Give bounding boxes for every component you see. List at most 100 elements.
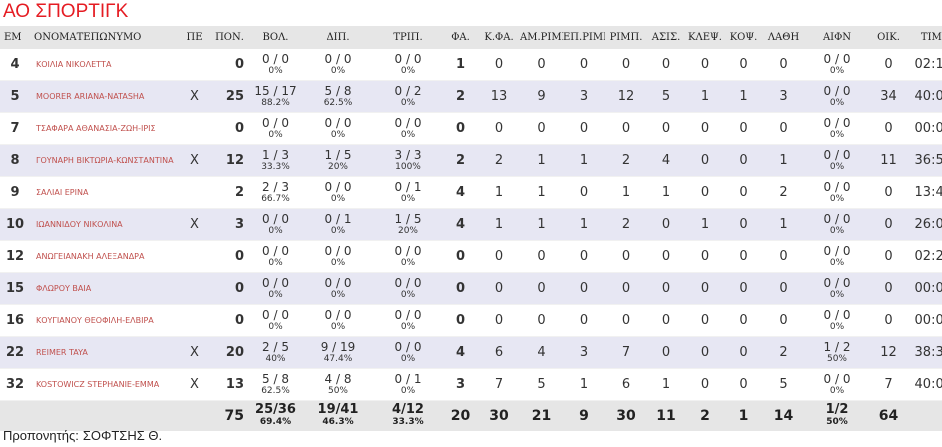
oik-value: 34: [869, 80, 908, 113]
col-header-points: ΠΟΝ.: [211, 26, 248, 49]
time-played: 40:00: [908, 80, 942, 113]
player-points: 20: [211, 336, 248, 369]
two-pointers: 4 / 8 50%: [303, 368, 373, 401]
ep-rimp-value: 1: [563, 368, 605, 401]
player-name: ΙΩΑΝΝΙΔΟΥ ΝΙΚΟΛΙΝΑ: [30, 208, 178, 241]
rimp-value: 0: [605, 240, 647, 273]
col-header-ftx: ΑΙΦΝ: [805, 26, 869, 49]
total-lathi: 14: [762, 400, 805, 431]
player-number: 12: [0, 240, 30, 273]
total-kfa: 30: [478, 400, 520, 431]
field-goals: 0 / 0 0%: [248, 272, 303, 305]
lathi-value: 0: [762, 304, 805, 337]
fa-value: 4: [443, 336, 478, 369]
two-pointers: 0 / 0 0%: [303, 240, 373, 273]
player-name: ΣΑΛΙΑΙ ΕΡΙΝΑ: [30, 176, 178, 209]
col-header-turnovers: ΛΑΘΗ: [762, 26, 805, 49]
rimp-value: 2: [605, 208, 647, 241]
aifn-value: 0 / 0 0%: [805, 176, 869, 209]
total-field-goals: 25/36 69.4%: [248, 400, 303, 431]
asis-value: 0: [647, 304, 685, 337]
player-name: MOORER ARIANA-NATASHA: [30, 80, 178, 113]
player-number: 5: [0, 80, 30, 113]
player-points: 0: [211, 304, 248, 337]
klep-value: 0: [685, 112, 725, 145]
ep-rimp-value: 0: [563, 272, 605, 305]
asis-value: 0: [647, 112, 685, 145]
three-pointers: 0 / 0 0%: [373, 49, 443, 81]
ep-rimp-value: 3: [563, 336, 605, 369]
three-pointers: 0 / 0 0%: [373, 304, 443, 337]
player-name: REIMER TAYA: [30, 336, 178, 369]
player-points: 0: [211, 49, 248, 81]
am-rimp-value: 4: [520, 336, 563, 369]
oik-value: 0: [869, 208, 908, 241]
rimp-value: 0: [605, 304, 647, 337]
kop-value: 0: [725, 144, 762, 177]
player-name: ΚΟΥΓΙΑΝΟΥ ΘΕΟΦΙΛΗ-ΕΛΒΙΡΑ: [30, 304, 178, 337]
oik-value: 12: [869, 336, 908, 369]
total-two-pointers: 19/41 46.3%: [303, 400, 373, 431]
ep-rimp-value: 0: [563, 304, 605, 337]
two-pointers: 1 / 5 20%: [303, 144, 373, 177]
three-pointers: 0 / 1 0%: [373, 368, 443, 401]
asis-value: 0: [647, 208, 685, 241]
col-header-starter: ΠΕ: [178, 26, 211, 49]
two-pointers: 0 / 0 0%: [303, 272, 373, 305]
player-number: 4: [0, 49, 30, 81]
starter-mark: [178, 304, 211, 337]
time-played: 36:58: [908, 144, 942, 177]
am-rimp-value: 9: [520, 80, 563, 113]
aifn-value: 0 / 0 0%: [805, 49, 869, 81]
rimp-value: 0: [605, 49, 647, 81]
lathi-value: 0: [762, 240, 805, 273]
player-points: 2: [211, 176, 248, 209]
field-goals: 2 / 5 40%: [248, 336, 303, 369]
field-goals: 1 / 3 33.3%: [248, 144, 303, 177]
asis-value: 0: [647, 272, 685, 305]
rimp-value: 0: [605, 112, 647, 145]
starter-mark: X: [178, 80, 211, 113]
am-rimp-value: 0: [520, 272, 563, 305]
asis-value: 5: [647, 80, 685, 113]
col-header-fouls-drawn: Κ.ΦΑ.: [478, 26, 520, 49]
klep-value: 1: [685, 80, 725, 113]
player-row: 8 ΓΟΥΝΑΡΗ ΒΙΚΤΩΡΙΑ-ΚΩΝΣΤΑΝΤΙΝΑ X 12 1 / 3 33.…: [0, 144, 942, 177]
kfa-value: 13: [478, 80, 520, 113]
total-fa: 20: [443, 400, 478, 431]
field-goals: 0 / 0 0%: [248, 240, 303, 273]
starter-mark: X: [178, 144, 211, 177]
am-rimp-value: 5: [520, 368, 563, 401]
header-row: ΕΜ ΟΝΟΜΑΤΕΠΩΝΥΜΟ ΠΕ ΠΟΝ. ΒΟΛ. ΔΙΠ. ΤΡΙΠ.…: [0, 26, 942, 49]
ep-rimp-value: 1: [563, 208, 605, 241]
player-row: 32 KOSTOWICZ STEPHANIE-EMMA X 13 5 / 8 62.5% 4…: [0, 368, 942, 401]
field-goals: 5 / 8 62.5%: [248, 368, 303, 401]
fa-value: 4: [443, 208, 478, 241]
starter-mark: [178, 112, 211, 145]
totals-row: 75 25/36 69.4% 19/41 46.3% 4/12 33.3% 20 30…: [0, 400, 942, 431]
kop-value: 0: [725, 368, 762, 401]
col-header-name: ΟΝΟΜΑΤΕΠΩΝΥΜΟ: [30, 26, 178, 49]
lathi-value: 0: [762, 49, 805, 81]
fa-value: 0: [443, 272, 478, 305]
two-pointers: 9 / 19 47.4%: [303, 336, 373, 369]
field-goals: 15 / 17 88.2%: [248, 80, 303, 113]
three-pointers: 0 / 0 0%: [373, 240, 443, 273]
klep-value: 0: [685, 336, 725, 369]
am-rimp-value: 0: [520, 304, 563, 337]
asis-value: 1: [647, 368, 685, 401]
aifn-value: 0 / 0 0%: [805, 240, 869, 273]
lathi-value: 5: [762, 368, 805, 401]
player-row: 5 MOORER ARIANA-NATASHA X 25 15 / 17 88.2% 5 /…: [0, 80, 942, 113]
klep-value: 0: [685, 144, 725, 177]
fa-value: 4: [443, 176, 478, 209]
ep-rimp-value: 0: [563, 176, 605, 209]
klep-value: 0: [685, 240, 725, 273]
kop-value: 1: [725, 80, 762, 113]
time-played: 02:13: [908, 49, 942, 81]
oik-value: 11: [869, 144, 908, 177]
kfa-value: 6: [478, 336, 520, 369]
total-asis: 11: [647, 400, 685, 431]
